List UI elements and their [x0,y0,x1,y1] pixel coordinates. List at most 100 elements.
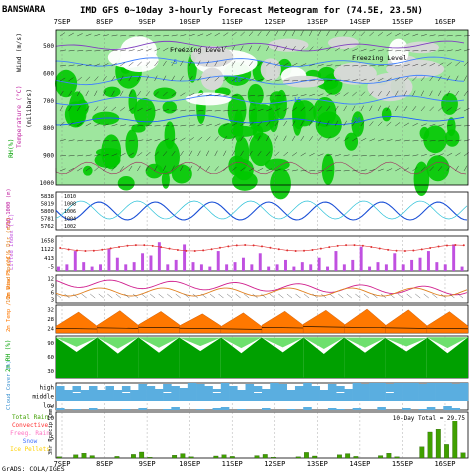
wind-barb [334,30,339,37]
wind-barb [206,33,212,37]
wind-barb [334,120,339,127]
panel-frame [55,235,469,272]
series-line [55,200,468,220]
wind-barb [429,153,436,157]
y-tick-label: 32 [47,308,54,314]
dew-point-line [385,327,427,329]
rh-moist-region [82,165,93,176]
wind-barb [446,90,451,97]
precip-bar [221,454,227,459]
lifted-index-bar [166,264,170,271]
wind-barb [412,167,418,172]
wind-barb [85,64,92,67]
y-tick-label: 30 [47,369,54,375]
wind-barb [128,61,134,67]
wind-barb [438,75,442,82]
wind-barb [223,150,227,157]
wind-barb [257,108,264,112]
rh-upper-band [303,337,345,350]
wind-barb [128,124,135,127]
wind-barb [300,80,307,82]
wind-barb [77,33,83,37]
wind-barb [334,92,341,97]
cloud-cover-cell [187,392,197,401]
wind-barb [240,45,244,52]
wind-barb [145,139,152,142]
wind-barb [111,153,118,157]
wind-barb [403,139,410,142]
wind-barb [455,124,462,127]
wind-barb [300,30,304,37]
wind-barb [248,150,253,157]
wind-barb [363,293,370,299]
wind-barb [386,32,392,37]
wind-barb [455,90,459,97]
wind-barb [334,136,340,142]
wind-barb [317,93,324,97]
wind-barb [98,293,104,299]
cloud-cover-cell [245,392,255,401]
wind-barb [231,166,237,172]
rh-moist-region [321,153,335,185]
precipitation-panel: 10 5 10-Day Total = 29.75 Total RainConvect… [10,405,469,459]
lifted-index-bar [233,262,237,271]
wind-barb [369,105,373,112]
wind-barb [240,94,247,97]
rh-moist-region [133,97,156,127]
lifted-index-bar [292,266,296,271]
chart-title: IMD GFS 0~10day 3-hourly Forecast Meteog… [80,5,423,16]
panel-frame [55,191,469,231]
cloud-cover-cell [426,392,436,401]
rh-upper-band [220,337,262,349]
wind-barb [438,153,444,157]
wind-barb [214,32,221,37]
precip-bar [188,456,194,459]
wind-barb [326,136,331,142]
wind-barb [94,154,101,157]
wind-barb [180,109,187,112]
temperature-area [179,313,221,334]
rh-moist-region [423,125,448,154]
wind-barb [266,61,271,67]
wind-barb [335,170,342,172]
wind-barb [420,123,427,127]
wind-barb [102,166,108,172]
lifted-index-bar [418,257,422,271]
lifted-index-bar [334,251,338,271]
wind-barb [274,121,279,127]
wind-barb [59,155,66,157]
wind-barb [429,140,436,142]
wind-barb [257,135,261,142]
x-tick-label-bottom: 10SEP [179,460,200,468]
wind-barb [163,138,169,142]
wind-barb [369,169,376,172]
wind-barb [111,124,118,127]
wind-barb [77,64,84,67]
cloud-cover-cell [294,386,304,392]
cloud-cover-cell [369,383,378,392]
wind-barb [257,61,262,67]
rh-area [56,337,98,378]
isotherm-label: -10 [230,77,241,84]
lifted-index-bar [309,264,313,271]
cloud-cover-cell [163,384,172,392]
wind-barb [429,63,436,67]
wind-barb [317,30,321,37]
wind-barb [171,47,177,52]
cloud-cover-cell [121,409,131,410]
wind-barb [249,109,255,112]
cloud-cover-cell [262,392,271,401]
isotherm-line [55,56,465,68]
cloud-cover-cell [286,409,296,410]
wind-barb [248,167,255,172]
wind-barb [68,139,75,142]
x-tick-label-top: 13SEP [307,18,328,26]
wind-barb [240,77,246,82]
precip-legend-entry: Total Rain [12,414,49,421]
wind-barb [94,123,100,127]
wind-barb [128,35,135,37]
wind-barb [180,124,187,127]
rh-moist-region [131,124,146,133]
